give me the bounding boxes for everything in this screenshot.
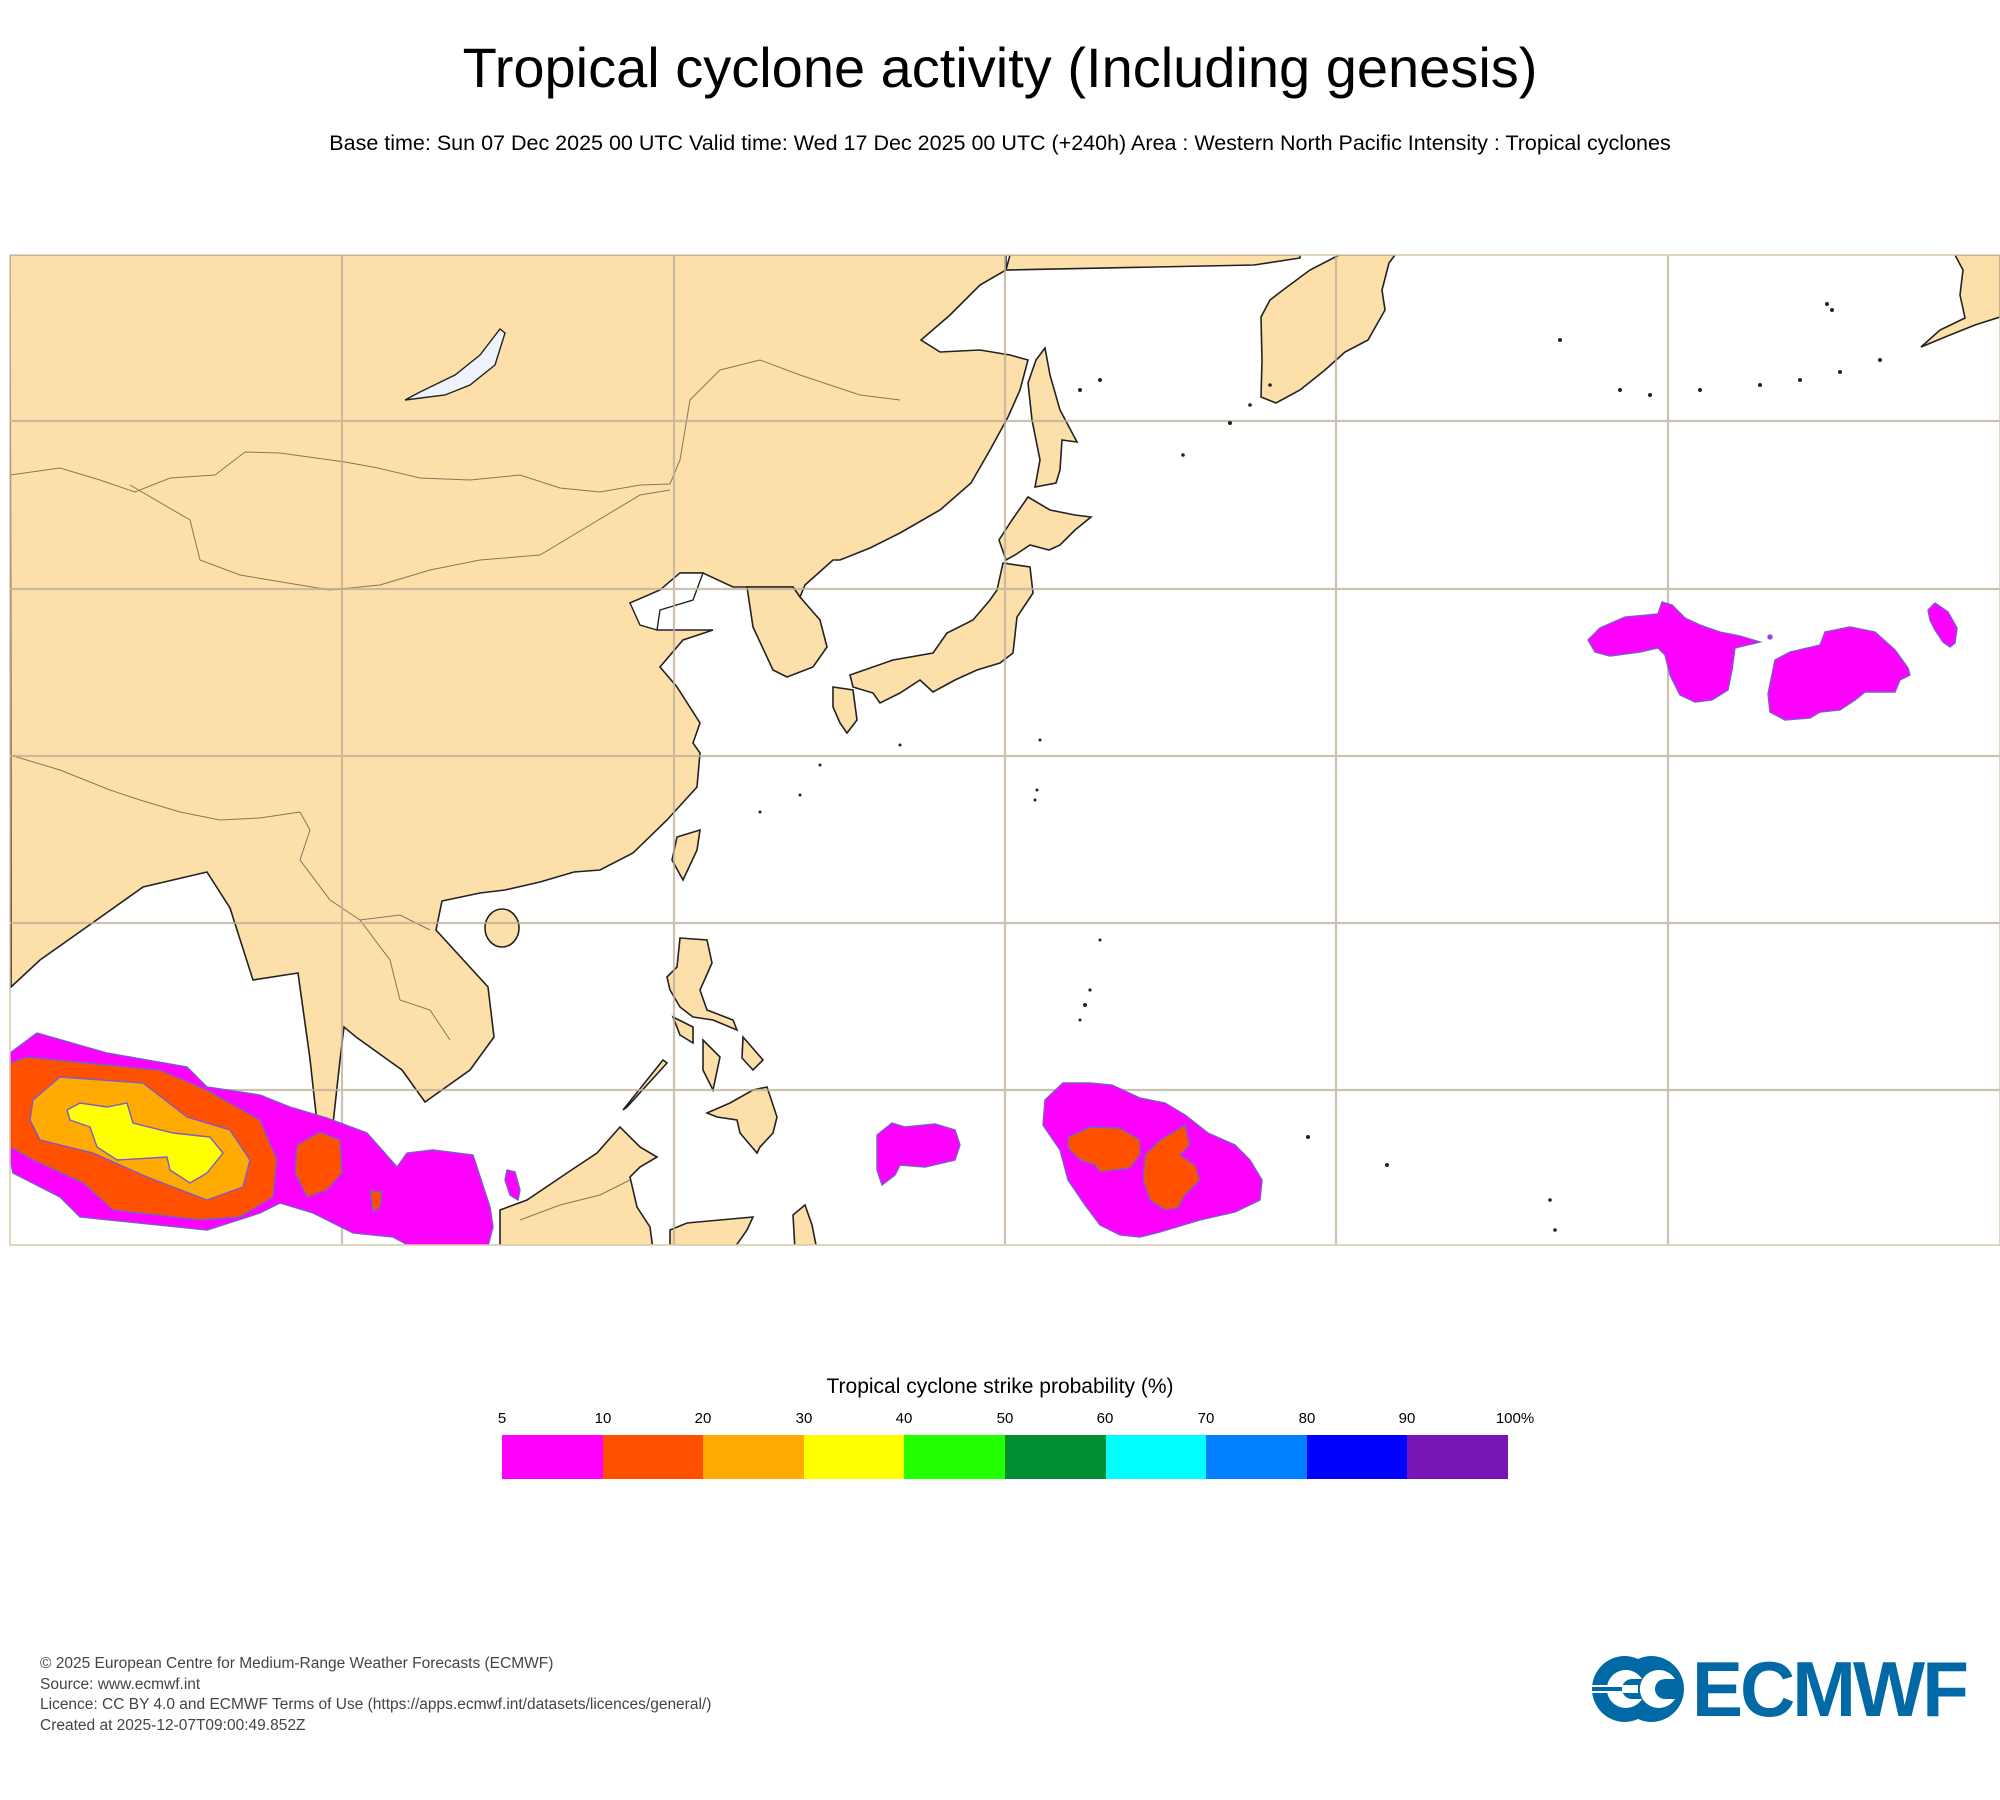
prob-10-malacca xyxy=(294,1131,343,1198)
legend-swatch-30-40 xyxy=(803,1435,905,1479)
land-kamchatka xyxy=(1260,255,1396,404)
prob-10-caroline-west xyxy=(1067,1126,1141,1173)
prob-5-central-dot xyxy=(1767,634,1773,640)
legend-label: 10 xyxy=(594,1410,612,1427)
probability-areas xyxy=(10,601,1958,1245)
footer-created: Created at 2025-12-07T09:00:49.852Z xyxy=(40,1716,306,1734)
prob-10-caroline-east xyxy=(1142,1123,1201,1211)
graticule xyxy=(10,255,2000,1245)
prob-5-palau xyxy=(876,1122,961,1187)
legend-swatch-80-90 xyxy=(1306,1435,1408,1479)
legend-label: 5 xyxy=(497,1410,507,1427)
island-specks xyxy=(758,302,1882,1232)
land-sakhalin xyxy=(1027,346,1079,489)
legend-label: 90 xyxy=(1398,1410,1416,1427)
legend-label: 20 xyxy=(694,1410,712,1427)
legend-title: Tropical cyclone strike probability (%) xyxy=(826,1375,1174,1398)
land-halmahera xyxy=(792,1203,817,1245)
land-mindoro xyxy=(671,1015,694,1045)
legend-labels: 5 10 20 30 40 50 60 70 80 90 100% xyxy=(0,1410,2000,1428)
legend-label: 30 xyxy=(795,1410,813,1427)
legend-swatch-90-100 xyxy=(1407,1435,1508,1479)
prob-5-borneo-strip xyxy=(504,1169,521,1202)
land-honshu xyxy=(849,562,1034,705)
legend-swatch-50-60 xyxy=(1004,1435,1106,1479)
prob-5-central-b xyxy=(1767,626,1911,721)
legend-label: 50 xyxy=(996,1410,1014,1427)
legend-swatch-60-70 xyxy=(1105,1435,1207,1479)
country-borders xyxy=(10,359,901,1221)
land-korea xyxy=(746,586,828,678)
land-luzon xyxy=(666,937,739,1032)
footer-credits: © 2025 European Centre for Medium-Range … xyxy=(40,1654,711,1736)
land-kyushu xyxy=(832,686,858,735)
legend-colorbar xyxy=(502,1435,1508,1479)
legend-label: 100% xyxy=(1495,1410,1535,1427)
prob-10-sumatra-small xyxy=(369,1189,383,1214)
land-alaska xyxy=(1920,255,2000,348)
prob-5-central-c xyxy=(1927,602,1958,648)
land-borneo xyxy=(499,1125,659,1245)
footer-copyright: © 2025 European Centre for Medium-Range … xyxy=(40,1655,554,1672)
land-sulawesi xyxy=(669,1216,755,1245)
prob-5-central-a xyxy=(1587,601,1763,703)
footer-licence: Licence: CC BY 4.0 and ECMWF Terms of Us… xyxy=(40,1696,712,1713)
chart-title: Tropical cyclone activity (Including gen… xyxy=(462,36,1538,99)
land-visayas-east xyxy=(741,1034,765,1072)
prob-30-bengal xyxy=(66,1102,224,1184)
ecmwf-logo: ECMWF xyxy=(1592,1645,1972,1733)
forecast-map xyxy=(9,254,2000,1246)
land-taiwan xyxy=(671,828,701,882)
land-palawan xyxy=(622,1058,669,1111)
legend-swatch-5-10 xyxy=(502,1435,603,1479)
land-hokkaido xyxy=(998,495,1093,562)
sea-bohai xyxy=(629,572,705,631)
legend-swatch-40-50 xyxy=(904,1435,1005,1479)
legend-swatch-70-80 xyxy=(1206,1435,1307,1479)
legend-swatch-20-30 xyxy=(703,1435,804,1479)
chart-subtitle: Base time: Sun 07 Dec 2025 00 UTC Valid … xyxy=(329,131,1671,155)
footer-source: Source: www.ecmwf.int xyxy=(40,1675,201,1693)
lake-baikal xyxy=(404,328,506,401)
legend-label: 60 xyxy=(1096,1410,1114,1427)
legend-label: 80 xyxy=(1298,1410,1316,1427)
legend-label: 40 xyxy=(895,1410,913,1427)
legend-label: 70 xyxy=(1197,1410,1215,1427)
map-frame xyxy=(9,254,2000,1246)
land-hainan xyxy=(484,908,520,948)
land-mindanao xyxy=(704,1086,778,1155)
ecmwf-emblem-icon xyxy=(1592,1656,1684,1722)
logo-text: ECMWF xyxy=(1692,1645,1969,1733)
legend-swatch-10-20 xyxy=(602,1435,704,1479)
